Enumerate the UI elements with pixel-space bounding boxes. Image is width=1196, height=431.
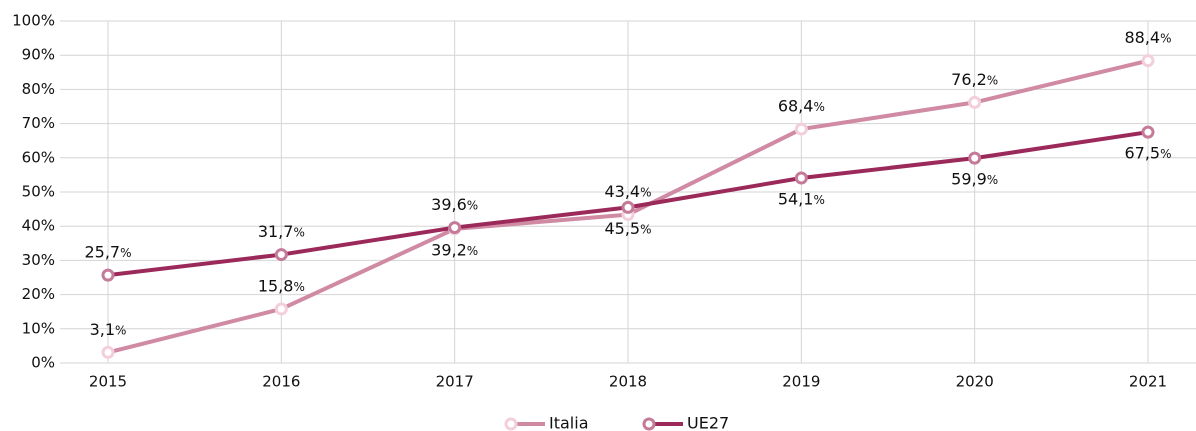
y-tick-label: 70% — [22, 114, 55, 132]
legend-label: UE27 — [687, 414, 729, 431]
value-label: 76,2% — [951, 70, 998, 89]
point — [794, 171, 808, 185]
y-tick-label: 100% — [12, 12, 55, 30]
value-label: 3,1% — [90, 320, 127, 339]
value-label: 68,4% — [778, 97, 825, 116]
x-tick-label: 2018 — [609, 373, 647, 391]
value-label: 39,6% — [431, 195, 478, 214]
point — [968, 151, 982, 165]
y-tick-label: 10% — [22, 319, 55, 337]
y-tick-label: 0% — [31, 354, 55, 372]
point — [274, 302, 288, 316]
value-label: 67,5% — [1124, 144, 1171, 163]
x-tick-label: 2019 — [782, 373, 820, 391]
y-tick-label: 30% — [22, 251, 55, 269]
point — [1141, 54, 1155, 68]
y-tick-label: 80% — [22, 80, 55, 98]
point — [101, 345, 115, 359]
point — [621, 200, 635, 214]
y-tick-label: 20% — [22, 285, 55, 303]
x-tick-label: 2020 — [956, 373, 994, 391]
value-label: 59,9% — [951, 170, 998, 189]
point — [968, 95, 982, 109]
x-tick-label: 2017 — [436, 373, 474, 391]
grid — [60, 20, 1196, 364]
point — [1141, 125, 1155, 139]
value-label: 15,8% — [258, 276, 305, 295]
value-label: 45,5% — [604, 219, 651, 238]
y-tick-label: 40% — [22, 217, 55, 235]
legend-marker — [642, 417, 656, 431]
point — [448, 221, 462, 235]
y-tick-label: 90% — [22, 46, 55, 64]
value-label: 25,7% — [84, 243, 131, 262]
value-label: 54,1% — [778, 189, 825, 208]
point — [274, 248, 288, 262]
x-tick-label: 2021 — [1129, 373, 1167, 391]
point — [101, 268, 115, 282]
value-label: 88,4% — [1124, 28, 1171, 47]
legend-marker — [504, 417, 518, 431]
y-tick-label: 60% — [22, 148, 55, 166]
y-tick-label: 50% — [22, 183, 55, 201]
x-tick-label: 2015 — [89, 373, 127, 391]
value-label: 43,4% — [604, 182, 651, 201]
x-tick-label: 2016 — [262, 373, 300, 391]
legend-label: Italia — [549, 414, 589, 431]
point — [794, 122, 808, 136]
value-label: 31,7% — [258, 222, 305, 241]
value-label: 39,2% — [431, 240, 478, 259]
